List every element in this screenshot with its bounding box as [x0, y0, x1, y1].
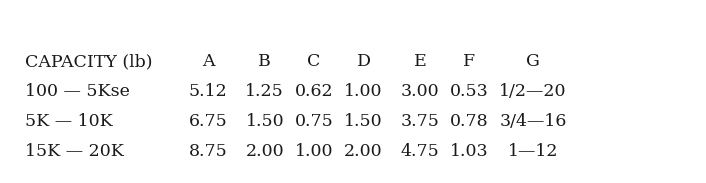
- Text: 2.00: 2.00: [345, 143, 383, 160]
- Text: 0.53: 0.53: [450, 83, 489, 100]
- Text: CAPACITY (lb): CAPACITY (lb): [25, 53, 152, 70]
- Text: 15K — 20K: 15K — 20K: [25, 143, 124, 160]
- Text: A: A: [202, 53, 215, 70]
- Text: 6.75: 6.75: [189, 113, 227, 130]
- Text: 1.25: 1.25: [246, 83, 284, 100]
- Text: 1.03: 1.03: [450, 143, 489, 160]
- Text: 3.75: 3.75: [400, 113, 440, 130]
- Text: 3/4—16: 3/4—16: [499, 113, 567, 130]
- Text: 8.75: 8.75: [189, 143, 227, 160]
- Text: 2.00: 2.00: [246, 143, 284, 160]
- Text: 0.78: 0.78: [450, 113, 489, 130]
- Text: 3.00: 3.00: [401, 83, 439, 100]
- Text: C: C: [308, 53, 321, 70]
- Text: G: G: [526, 53, 540, 70]
- Text: 1.50: 1.50: [246, 113, 284, 130]
- Text: 0.75: 0.75: [295, 113, 333, 130]
- Text: F: F: [463, 53, 476, 70]
- Text: 1.00: 1.00: [295, 143, 333, 160]
- Text: 4.75: 4.75: [401, 143, 439, 160]
- Text: E: E: [414, 53, 426, 70]
- Text: 5.12: 5.12: [189, 83, 227, 100]
- Text: 1/2—20: 1/2—20: [499, 83, 567, 100]
- Text: 1—12: 1—12: [508, 143, 558, 160]
- Text: D: D: [357, 53, 371, 70]
- Text: 100 — 5Kse: 100 — 5Kse: [25, 83, 130, 100]
- Text: 5K — 10K: 5K — 10K: [25, 113, 112, 130]
- Text: 0.62: 0.62: [295, 83, 333, 100]
- Text: B: B: [258, 53, 271, 70]
- Text: 1.50: 1.50: [345, 113, 383, 130]
- Text: 1.00: 1.00: [345, 83, 383, 100]
